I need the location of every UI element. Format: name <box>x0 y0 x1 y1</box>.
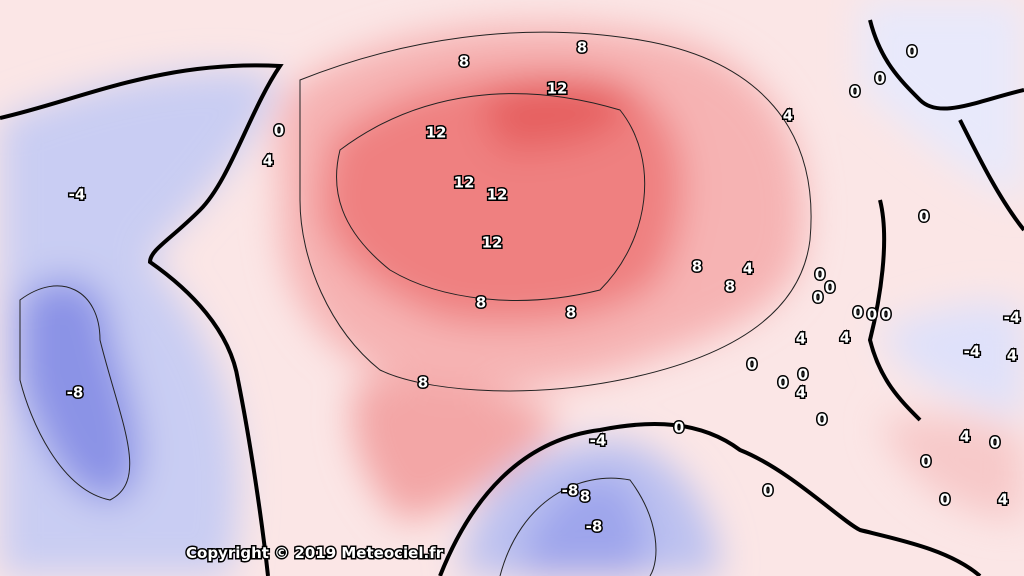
contour-label: 0 <box>817 411 827 429</box>
contour-label: 8 <box>692 258 702 276</box>
contour-label: 8 <box>418 374 428 392</box>
contour-label: 8 <box>476 294 486 312</box>
contour-label: 4 <box>796 330 806 348</box>
contour-label: 0 <box>747 356 757 374</box>
contour-label: 0 <box>907 43 917 61</box>
contour-label: 8 <box>725 278 735 296</box>
contour-label: -4 <box>69 186 86 204</box>
contour-label: 0 <box>674 419 684 437</box>
contour-label: 4 <box>840 329 850 347</box>
contour-label: 4 <box>796 384 806 402</box>
contour-label: 4 <box>1007 347 1017 365</box>
contour-label: 0 <box>274 122 284 140</box>
contour-label: 12 <box>487 186 508 204</box>
contour-label: 0 <box>919 208 929 226</box>
contour-label: 0 <box>940 491 950 509</box>
contour-label: 8 <box>566 304 576 322</box>
contour-label: 4 <box>960 428 970 446</box>
contour-label: 0 <box>875 70 885 88</box>
contour-label: -8 <box>586 518 603 536</box>
contour-label: 12 <box>454 174 475 192</box>
contour-label: 0 <box>921 453 931 471</box>
contour-label: 4 <box>743 260 753 278</box>
contour-label: 0 <box>853 304 863 322</box>
contour-label: 4 <box>263 152 273 170</box>
other-contours <box>19 31 812 576</box>
contour-label: 0 <box>778 374 788 392</box>
contour-label: 0 <box>881 306 891 324</box>
contour-label: 12 <box>547 80 568 98</box>
contour-label: -4 <box>1004 309 1021 327</box>
contour-label: 8 <box>580 488 590 506</box>
contour-label: 0 <box>867 306 877 324</box>
copyright: Copyright © 2019 Meteociel.fr <box>186 544 444 562</box>
contour-label: 12 <box>426 124 447 142</box>
contour-label: 12 <box>482 234 503 252</box>
contour-label: 0 <box>763 482 773 500</box>
contour-label: -8 <box>67 384 84 402</box>
contour-label: 0 <box>990 434 1000 452</box>
contour-label: 4 <box>783 107 793 125</box>
contour-label: 0 <box>813 289 823 307</box>
contour-label: -4 <box>590 432 607 450</box>
contour-label: 0 <box>825 279 835 297</box>
contour-label: 8 <box>459 53 469 71</box>
zero-contours <box>0 19 1024 576</box>
contour-label: 8 <box>577 39 587 57</box>
contour-label: -4 <box>964 343 981 361</box>
contour-label: 0 <box>798 366 808 384</box>
contour-label: 0 <box>850 83 860 101</box>
contour-label: -8 <box>562 482 579 500</box>
contour-label: 0 <box>815 266 825 284</box>
contour-label: 4 <box>998 491 1008 509</box>
